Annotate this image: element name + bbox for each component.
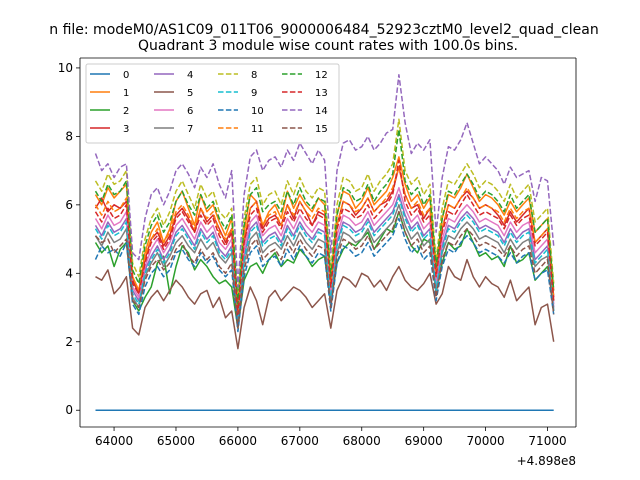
chart-suptitle: n file: modeM0/AS1C09_011T06_9000006484_… — [49, 22, 598, 38]
legend-label-6: 6 — [187, 106, 193, 117]
legend-label-15: 15 — [315, 124, 328, 135]
series-line-7 — [94, 204, 555, 326]
legend-label-0: 0 — [123, 70, 129, 81]
legend-label-13: 13 — [315, 88, 328, 99]
series-line-12 — [94, 128, 555, 305]
legend-label-11: 11 — [251, 124, 264, 135]
y-tick-label: 2 — [65, 335, 73, 349]
series-line-9 — [94, 197, 555, 322]
axes-frame — [79, 57, 577, 428]
legend-label-14: 14 — [315, 106, 328, 117]
series-line-5 — [95, 258, 555, 350]
x-offset-label: +4.898e8 — [517, 454, 576, 468]
x-tick-label: 64000 — [95, 434, 133, 448]
legend-label-5: 5 — [187, 88, 193, 99]
legend-label-3: 3 — [123, 124, 129, 135]
x-tick-label: 70000 — [466, 434, 504, 448]
series-line-6 — [94, 186, 555, 319]
legend-box — [85, 63, 340, 144]
series-line-11 — [94, 166, 555, 312]
series-line-14 — [94, 74, 555, 288]
series-layer — [94, 74, 555, 411]
x-tick-label: 65000 — [157, 434, 195, 448]
chart-title: Quadrant 3 module wise count rates with … — [138, 38, 518, 54]
x-tick-label: 67000 — [281, 434, 319, 448]
legend-label-2: 2 — [123, 106, 129, 117]
x-tick-label: 66000 — [219, 434, 257, 448]
legend-label-1: 1 — [123, 88, 129, 99]
series-line-1 — [94, 156, 555, 309]
legend-label-9: 9 — [251, 88, 257, 99]
series-line-10 — [94, 217, 555, 333]
series-line-8 — [94, 118, 555, 299]
y-tick-label: 6 — [65, 198, 73, 212]
y-tick-label: 10 — [58, 61, 73, 75]
x-tick-label: 71000 — [528, 434, 566, 448]
x-axis: 64000 65000 66000 67000 68000 69000 70000 71000 — [95, 427, 567, 448]
x-tick-label: 68000 — [343, 434, 381, 448]
legend-label-10: 10 — [251, 106, 264, 117]
legend-label-7: 7 — [187, 124, 193, 135]
legend-label-12: 12 — [315, 70, 328, 81]
y-tick-label: 4 — [65, 266, 73, 280]
legend-label-8: 8 — [251, 70, 257, 81]
series-line-13 — [94, 159, 555, 316]
y-tick-label: 8 — [65, 129, 73, 143]
y-tick-label: 0 — [65, 403, 73, 417]
y-axis: 0 2 4 6 8 10 — [58, 61, 80, 417]
x-tick-label: 69000 — [405, 434, 443, 448]
series-line-15 — [94, 210, 555, 329]
legend-label-4: 4 — [187, 70, 193, 81]
